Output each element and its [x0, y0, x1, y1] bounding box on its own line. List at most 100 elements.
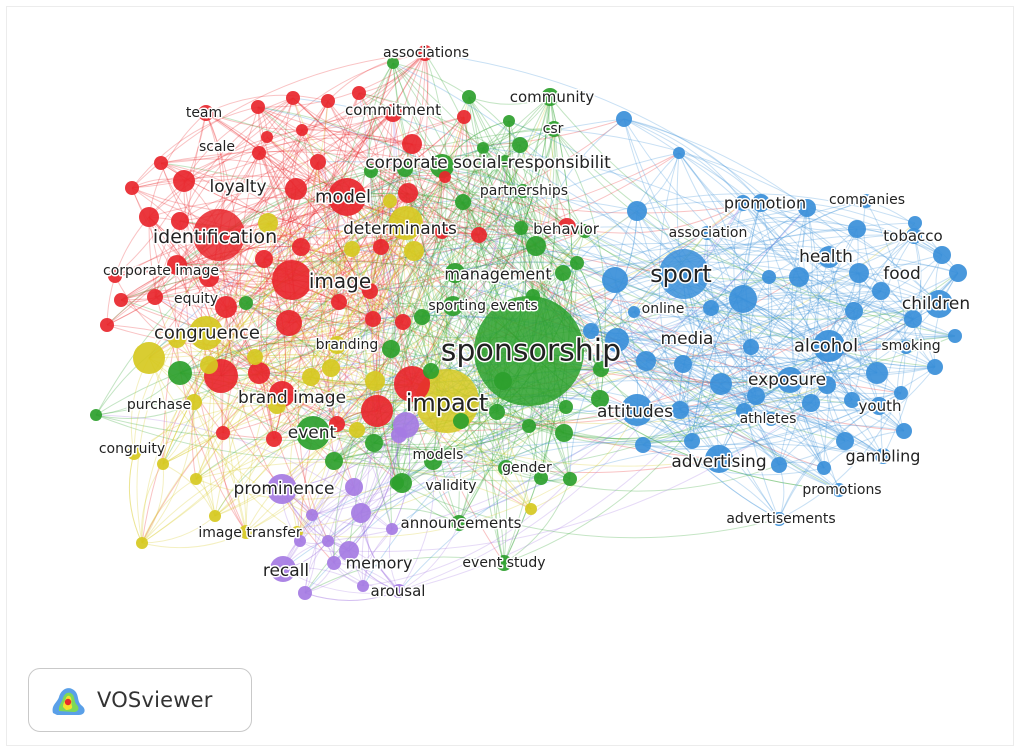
node-model[interactable]	[328, 178, 366, 216]
network-node[interactable]	[100, 318, 114, 332]
node-congruity[interactable]	[127, 446, 141, 460]
term-label-validity[interactable]: validity	[424, 477, 478, 496]
network-node[interactable]	[351, 503, 371, 523]
network-node[interactable]	[90, 409, 102, 421]
node-youth[interactable]	[870, 397, 888, 415]
network-node[interactable]	[285, 178, 307, 200]
network-node[interactable]	[133, 342, 165, 374]
network-node[interactable]	[394, 366, 430, 402]
term-label-attitudes[interactable]: attitudes	[595, 401, 674, 424]
network-node[interactable]	[896, 423, 912, 439]
node-loyalty[interactable]	[173, 170, 195, 192]
term-label-models[interactable]: models	[411, 446, 465, 465]
node-identification[interactable]	[193, 209, 245, 261]
term-label-alcohol[interactable]: alcohol	[792, 334, 859, 358]
node-exposure[interactable]	[777, 367, 803, 393]
network-node[interactable]	[563, 472, 577, 486]
term-label-association[interactable]: association	[667, 224, 749, 243]
network-node[interactable]	[382, 340, 400, 358]
network-node[interactable]	[514, 221, 528, 235]
network-node[interactable]	[522, 419, 536, 433]
term-label-behavior[interactable]: behavior	[532, 219, 602, 240]
node-online[interactable]	[628, 306, 640, 318]
network-node[interactable]	[736, 403, 752, 419]
network-node[interactable]	[555, 265, 571, 281]
node-image-transfer[interactable]	[239, 525, 253, 539]
network-node[interactable]	[674, 355, 692, 373]
term-label-children[interactable]: children	[900, 293, 971, 316]
term-label-sporting-events[interactable]: sporting events	[427, 297, 539, 316]
term-label-memory[interactable]: memory	[344, 552, 414, 574]
node-tobacco[interactable]	[906, 228, 922, 244]
node-advertising[interactable]	[705, 445, 733, 473]
network-node[interactable]	[322, 535, 334, 547]
network-node[interactable]	[503, 115, 515, 127]
network-node[interactable]	[435, 225, 449, 239]
network-node[interactable]	[802, 394, 820, 412]
term-label-image-transfer[interactable]: image transfer	[197, 524, 304, 543]
network-node[interactable]	[390, 476, 404, 490]
network-node[interactable]	[167, 255, 187, 275]
network-node[interactable]	[168, 361, 192, 385]
node-image[interactable]	[272, 260, 312, 300]
network-node[interactable]	[636, 351, 656, 371]
term-label-sponsorship[interactable]: sponsorship	[439, 332, 622, 370]
network-visualization[interactable]: associations team commitment scale loyalty mo…	[7, 7, 1015, 747]
term-label-brand-image[interactable]: brand image	[236, 387, 347, 410]
network-node[interactable]	[673, 147, 685, 159]
network-node[interactable]	[331, 294, 347, 310]
node-promotions[interactable]	[832, 483, 846, 497]
node-corporate-image[interactable]	[199, 267, 219, 287]
network-node[interactable]	[684, 433, 700, 449]
network-node[interactable]	[362, 283, 378, 299]
network-node[interactable]	[361, 395, 393, 427]
network-node[interactable]	[136, 537, 148, 549]
network-node[interactable]	[555, 424, 573, 442]
term-label-impact[interactable]: impact	[404, 388, 490, 419]
term-label-loyalty[interactable]: loyalty	[208, 176, 268, 199]
term-label-event-study[interactable]: event study	[461, 554, 547, 573]
term-label-food[interactable]: food	[882, 263, 923, 286]
term-label-advertising[interactable]: advertising	[670, 451, 768, 474]
network-node[interactable]	[306, 509, 318, 521]
network-node[interactable]	[471, 227, 487, 243]
node-arousal[interactable]	[392, 584, 406, 598]
network-node[interactable]	[255, 250, 273, 268]
network-node[interactable]	[402, 134, 422, 154]
network-node[interactable]	[591, 390, 609, 408]
network-node[interactable]	[578, 224, 592, 238]
network-node[interactable]	[357, 580, 369, 592]
term-label-partnerships[interactable]: partnerships	[478, 182, 569, 201]
network-node[interactable]	[457, 110, 471, 124]
network-node[interactable]	[292, 238, 310, 256]
network-node[interactable]	[395, 314, 411, 330]
node-event[interactable]	[296, 416, 330, 450]
node-athletes[interactable]	[764, 412, 778, 426]
network-node[interactable]	[743, 339, 759, 355]
network-node[interactable]	[364, 164, 378, 178]
network-node[interactable]	[894, 386, 908, 400]
network-node[interactable]	[310, 154, 326, 170]
network-node[interactable]	[933, 246, 951, 264]
network-node[interactable]	[747, 387, 765, 405]
network-node[interactable]	[294, 535, 306, 547]
node-event-study[interactable]	[496, 555, 512, 571]
term-label-management[interactable]: management	[443, 263, 553, 285]
node-alcohol[interactable]	[813, 330, 845, 362]
term-label-sport[interactable]: sport	[649, 259, 714, 290]
network-node[interactable]	[365, 434, 383, 452]
network-node[interactable]	[239, 296, 253, 310]
node-partnerships[interactable]	[516, 184, 530, 198]
term-label-congruity[interactable]: congruity	[97, 440, 166, 459]
network-node[interactable]	[302, 368, 320, 386]
network-node[interactable]	[258, 213, 278, 233]
network-node[interactable]	[404, 241, 424, 261]
network-node[interactable]	[266, 431, 282, 447]
node-smoking[interactable]	[899, 340, 913, 354]
node-purchase[interactable]	[186, 394, 202, 410]
node-recall[interactable]	[270, 556, 296, 582]
node-determinants[interactable]	[389, 206, 423, 240]
network-node[interactable]	[414, 309, 430, 325]
network-node[interactable]	[534, 471, 548, 485]
network-node[interactable]	[462, 90, 476, 104]
